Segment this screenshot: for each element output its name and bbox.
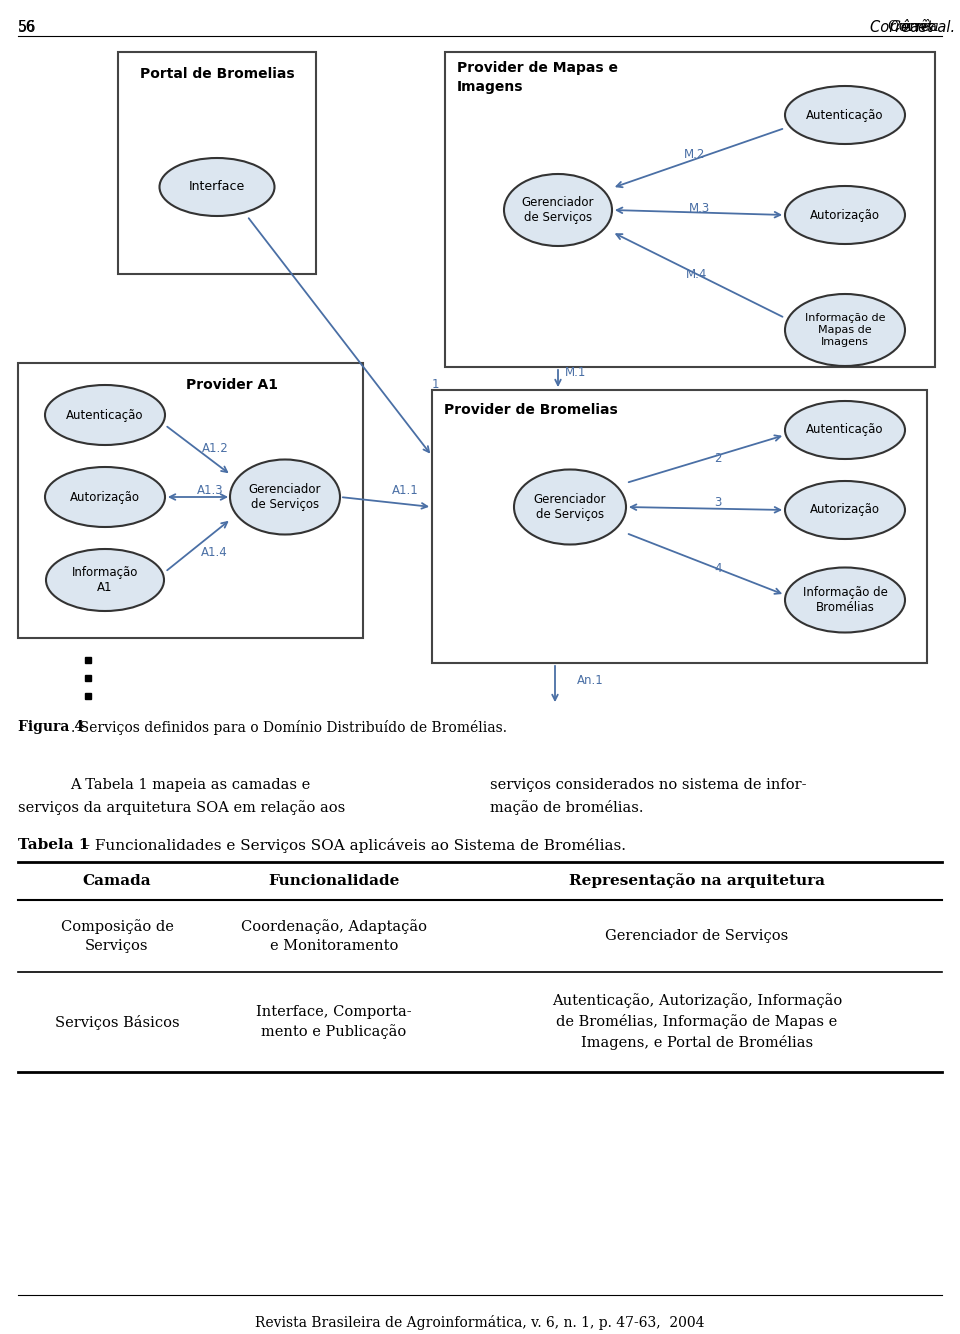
Text: Serviços Básicos: Serviços Básicos (55, 1014, 180, 1030)
Ellipse shape (785, 482, 905, 539)
Ellipse shape (785, 85, 905, 144)
Text: Autorização: Autorização (810, 503, 880, 516)
Text: Gerenciador
de Serviços: Gerenciador de Serviços (249, 483, 322, 511)
Text: Autenticação, Autorização, Informação
de Bromélias, Informação de Mapas e
Imagen: Autenticação, Autorização, Informação de… (552, 994, 842, 1050)
Text: A1.4: A1.4 (201, 546, 228, 559)
Text: - Funcionalidades e Serviços SOA aplicáveis ao Sistema de Bromélias.: - Funcionalidades e Serviços SOA aplicáv… (80, 838, 626, 852)
Ellipse shape (514, 470, 626, 544)
Text: Gerenciador
de Serviços: Gerenciador de Serviços (534, 494, 607, 522)
Text: Figura 4: Figura 4 (18, 720, 84, 734)
Ellipse shape (159, 157, 275, 216)
Ellipse shape (785, 402, 905, 459)
Text: Corrêa: Corrêa (889, 20, 942, 33)
Text: Provider de Mapas e: Provider de Mapas e (457, 61, 618, 75)
Ellipse shape (785, 185, 905, 244)
Text: Corrêa: Corrêa (870, 20, 924, 35)
Text: M.4: M.4 (686, 268, 708, 281)
Text: A Tabela 1 mapeia as camadas e: A Tabela 1 mapeia as camadas e (70, 778, 310, 792)
Ellipse shape (230, 459, 340, 535)
Text: Revista Brasileira de Agroinformática, v. 6, n. 1, p. 47-63,  2004: Revista Brasileira de Agroinformática, v… (255, 1315, 705, 1330)
Ellipse shape (785, 293, 905, 366)
Text: A1.3: A1.3 (197, 483, 224, 496)
Text: Tabela 1: Tabela 1 (18, 838, 89, 852)
Text: Provider A1: Provider A1 (186, 378, 277, 392)
Text: serviços da arquitetura SOA em relação aos: serviços da arquitetura SOA em relação a… (18, 800, 346, 815)
Text: mação de bromélias.: mação de bromélias. (490, 800, 643, 815)
Text: Informação de
Mapas de
Imagens: Informação de Mapas de Imagens (804, 313, 885, 347)
Text: Composição de
Serviços: Composição de Serviços (60, 919, 174, 954)
Text: Funcionalidade: Funcionalidade (268, 874, 399, 888)
Text: M.1: M.1 (565, 366, 587, 379)
Text: Gerenciador
de Serviços: Gerenciador de Serviços (521, 196, 594, 224)
Text: Autenticação: Autenticação (806, 423, 884, 436)
Text: et al.: et al. (918, 20, 955, 35)
Ellipse shape (785, 567, 905, 632)
Text: 56: 56 (18, 20, 36, 33)
Text: Autorização: Autorização (70, 491, 140, 503)
Text: Informação
A1: Informação A1 (72, 566, 138, 594)
Text: A1.2: A1.2 (202, 442, 228, 455)
Text: An.1: An.1 (577, 675, 604, 687)
Text: Autorização: Autorização (810, 208, 880, 221)
Text: Camada: Camada (83, 874, 152, 888)
Text: 3: 3 (714, 496, 722, 510)
Text: Autenticação: Autenticação (66, 408, 144, 422)
Bar (445, 52, 935, 367)
Text: 1: 1 (431, 379, 439, 391)
Text: M.3: M.3 (689, 201, 710, 215)
Ellipse shape (46, 550, 164, 611)
Text: 56: 56 (18, 20, 36, 35)
Text: Interface: Interface (189, 180, 245, 193)
Text: 4: 4 (714, 562, 722, 575)
Bar (432, 390, 927, 663)
Text: 2: 2 (714, 451, 722, 464)
Text: Provider de Bromelias: Provider de Bromelias (444, 403, 617, 418)
Text: Gerenciador de Serviços: Gerenciador de Serviços (606, 928, 788, 943)
Text: Imagens: Imagens (457, 80, 523, 93)
Ellipse shape (45, 386, 165, 446)
Text: Portal de Bromelias: Portal de Bromelias (140, 67, 295, 81)
Ellipse shape (504, 173, 612, 245)
Text: Representação na arquitetura: Representação na arquitetura (569, 874, 825, 888)
Text: Corrêa: Corrêa (890, 20, 943, 33)
Ellipse shape (45, 467, 165, 527)
Text: Interface, Comporta-
mento e Publicação: Interface, Comporta- mento e Publicação (256, 1005, 412, 1039)
Text: M.2: M.2 (684, 148, 706, 161)
Text: A1.1: A1.1 (392, 483, 419, 496)
Text: serviços considerados no sistema de infor-: serviços considerados no sistema de info… (490, 778, 806, 792)
Bar (118, 52, 316, 273)
Text: Coordenação, Adaptação
e Monitoramento: Coordenação, Adaptação e Monitoramento (241, 919, 427, 954)
Text: Informação de
Bromélias: Informação de Bromélias (803, 586, 887, 614)
Text: . Serviços definidos para o Domínio Distribuído de Bromélias.: . Serviços definidos para o Domínio Dist… (71, 720, 507, 735)
Bar (18, 363, 363, 638)
Text: Autenticação: Autenticação (806, 108, 884, 121)
